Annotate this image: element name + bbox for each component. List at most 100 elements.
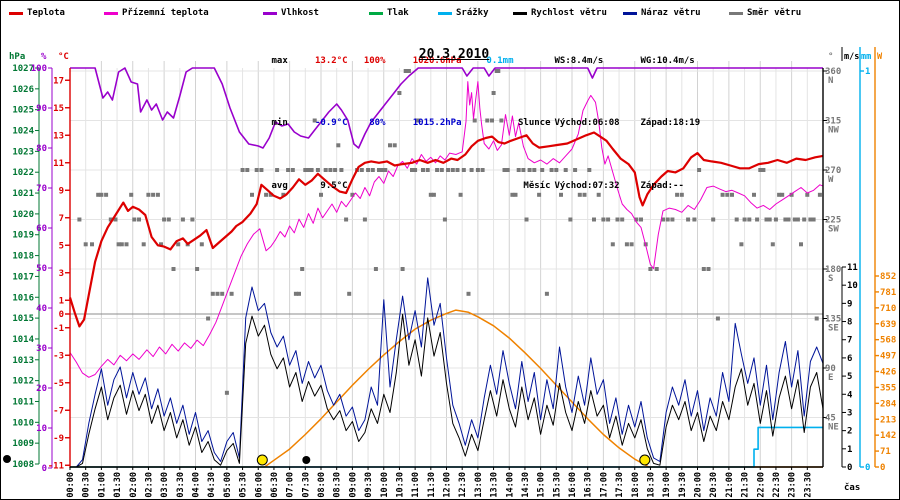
svg-text:1014: 1014 (12, 335, 34, 345)
naraz-vetru-swatch-icon (623, 11, 637, 15)
svg-text:23:30: 23:30 (803, 472, 813, 498)
svg-text:SW: SW (828, 225, 839, 235)
svg-text:17:30: 17:30 (615, 472, 625, 498)
svg-text:1: 1 (865, 67, 870, 77)
svg-text:čas: čas (844, 482, 860, 493)
svg-text:1016: 1016 (12, 293, 34, 303)
svg-text:14:30: 14:30 (521, 472, 531, 498)
svg-text:06:00: 06:00 (254, 472, 264, 498)
svg-text:1018: 1018 (12, 252, 34, 262)
svg-text:°: ° (828, 52, 833, 62)
svg-text:05:30: 05:30 (239, 472, 249, 498)
svg-text:50: 50 (36, 264, 47, 274)
teplota-swatch-icon (9, 11, 23, 15)
stat-max-temp: 13.2°C (315, 55, 348, 66)
legend-item-prizemni-teplota: Přízemní teplota (104, 7, 209, 19)
tlak-swatch-icon (369, 11, 383, 15)
svg-text:710: 710 (880, 304, 896, 314)
stats-row-max: max 13.2°C 100% 1020.6hPa 0.1mm (239, 42, 514, 80)
svg-text:13: 13 (53, 131, 64, 141)
svg-text:13:30: 13:30 (490, 472, 500, 498)
svg-text:45: 45 (825, 414, 836, 424)
stat-min-pressure: 1015.2hPa (412, 118, 462, 128)
svg-text:-7: -7 (53, 406, 64, 416)
legend-label: Teplota (27, 8, 65, 18)
svg-text:01:30: 01:30 (113, 472, 123, 498)
svg-text:1025: 1025 (12, 106, 34, 116)
svg-text:13:00: 13:00 (474, 472, 484, 498)
svg-text:11:30: 11:30 (427, 472, 437, 498)
svg-text:1023: 1023 (12, 147, 34, 157)
svg-text:180: 180 (825, 265, 841, 275)
svg-text:10: 10 (36, 424, 47, 434)
svg-text:1024: 1024 (12, 127, 34, 137)
wind-gust-stat: WG:10.4m/s (640, 55, 695, 66)
svg-text:60: 60 (36, 224, 47, 234)
svg-text:11: 11 (53, 159, 64, 169)
svg-text:E: E (828, 373, 833, 383)
svg-text:71: 71 (880, 447, 891, 457)
svg-text:70: 70 (36, 184, 47, 194)
svg-text:1020: 1020 (12, 210, 34, 220)
svg-text:-5: -5 (53, 379, 64, 389)
svg-text:mm: mm (861, 52, 871, 62)
svg-text:284: 284 (880, 399, 897, 409)
svg-text:8: 8 (847, 318, 852, 328)
svg-text:90: 90 (825, 364, 836, 374)
svg-text:21:30: 21:30 (741, 472, 751, 498)
svg-text:17:00: 17:00 (599, 472, 609, 498)
svg-text:00:30: 00:30 (82, 472, 92, 498)
svg-text:1015: 1015 (12, 314, 34, 324)
svg-text:10:00: 10:00 (380, 472, 390, 498)
svg-text:15: 15 (53, 104, 64, 114)
svg-text:7: 7 (59, 214, 64, 224)
svg-text:3: 3 (59, 269, 64, 279)
svg-text:1: 1 (59, 296, 64, 306)
svg-text:1026: 1026 (12, 85, 34, 95)
svg-text:NE: NE (828, 423, 839, 433)
svg-text:9: 9 (59, 186, 64, 196)
svg-text:9: 9 (847, 299, 852, 309)
svg-text:04:30: 04:30 (207, 472, 217, 498)
svg-text:426: 426 (880, 368, 896, 378)
svg-text:0: 0 (42, 464, 47, 474)
legend-label: Rychlost větru (531, 8, 607, 18)
legend-item-naraz-vetru: Náraz větru (623, 7, 701, 19)
legend-label: Srážky (456, 8, 489, 18)
svg-text:360: 360 (825, 67, 841, 77)
svg-text:08:00: 08:00 (317, 472, 327, 498)
stat-max-humidity: 100% (363, 55, 386, 66)
stat-min-humidity: 80% (369, 118, 386, 128)
svg-text:-3: -3 (53, 351, 64, 361)
stat-label: avg (271, 180, 288, 191)
moon-label: Měsíc (523, 180, 551, 191)
page-title: 20.3.2010 (418, 47, 490, 62)
svg-text:23:00: 23:00 (788, 472, 798, 498)
svg-text:02:30: 02:30 (144, 472, 154, 498)
stat-label: min (271, 118, 288, 128)
svg-text:W: W (828, 175, 834, 185)
svg-text:497: 497 (880, 352, 896, 362)
svg-text:213: 213 (880, 415, 896, 425)
svg-text:7: 7 (847, 336, 852, 346)
svg-text:568: 568 (880, 336, 896, 346)
svg-text:S: S (828, 274, 833, 284)
svg-text:1021: 1021 (12, 189, 34, 199)
svg-text:90: 90 (36, 104, 47, 114)
svg-text:%: % (41, 52, 47, 62)
svg-text:10:30: 10:30 (395, 472, 405, 498)
svg-text:10: 10 (847, 281, 858, 291)
svg-text:0: 0 (880, 463, 885, 473)
svg-text:100: 100 (31, 64, 47, 74)
svg-text:1011: 1011 (12, 397, 34, 407)
svg-text:20: 20 (36, 384, 47, 394)
svg-text:3: 3 (847, 408, 852, 418)
wind-speed-stat: WS:8.4m/s (554, 55, 604, 66)
sunset-time: Západ:18:19 (640, 118, 701, 128)
svg-text:02:00: 02:00 (129, 472, 139, 498)
svg-text:1010: 1010 (12, 418, 34, 428)
svg-text:19:30: 19:30 (678, 472, 688, 498)
svg-text:1012: 1012 (12, 377, 34, 387)
